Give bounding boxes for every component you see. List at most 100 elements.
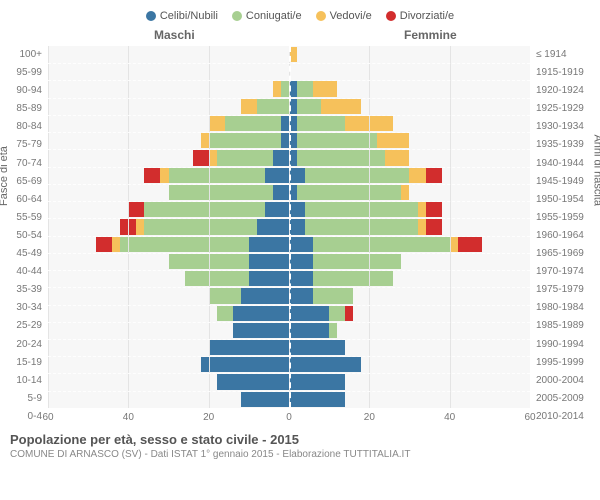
segment-c — [289, 323, 329, 338]
segment-c — [289, 340, 345, 355]
segment-d — [96, 237, 112, 252]
gridline — [450, 46, 451, 408]
segment-c — [209, 340, 289, 355]
gridline — [48, 46, 49, 408]
segment-co — [281, 81, 289, 96]
x-axis: 6040200204060 — [48, 410, 530, 426]
segment-v — [401, 185, 409, 200]
segment-co — [209, 133, 281, 148]
segment-c — [241, 392, 289, 407]
birth-label: 1980-1984 — [536, 299, 592, 317]
segment-v — [112, 237, 120, 252]
bars-male — [48, 116, 289, 131]
segment-co — [169, 168, 265, 183]
segment-co — [313, 237, 450, 252]
birth-label: 1915-1919 — [536, 64, 592, 82]
bars-female — [289, 374, 530, 389]
bars-female — [289, 47, 530, 62]
segment-c — [289, 357, 361, 372]
segment-v — [201, 133, 209, 148]
birth-label: 2005-2009 — [536, 390, 592, 408]
birth-label: 1925-1929 — [536, 100, 592, 118]
bars-female — [289, 288, 530, 303]
segment-co — [305, 219, 417, 234]
segment-c — [233, 323, 289, 338]
segment-co — [209, 288, 241, 303]
bars-male — [48, 288, 289, 303]
segment-d — [458, 237, 482, 252]
chart-title: Popolazione per età, sesso e stato civil… — [10, 432, 596, 447]
segment-v — [418, 202, 426, 217]
bars-female — [289, 202, 530, 217]
segment-c — [281, 133, 289, 148]
bars-male — [48, 357, 289, 372]
bars-female — [289, 99, 530, 114]
legend-item-coniugati: Coniugati/e — [232, 10, 302, 22]
legend-dot-celibi-icon — [146, 11, 156, 21]
segment-c — [265, 202, 289, 217]
chart-subtitle: COMUNE DI ARNASCO (SV) - Dati ISTAT 1° g… — [10, 449, 596, 460]
bars-female — [289, 150, 530, 165]
legend-dot-divorziati-icon — [386, 11, 396, 21]
segment-c — [289, 374, 345, 389]
segment-co — [225, 116, 281, 131]
segment-v — [418, 219, 426, 234]
legend-label: Coniugati/e — [246, 10, 302, 22]
bars-female — [289, 357, 530, 372]
header-maschi: Maschi — [154, 28, 195, 42]
segment-c — [289, 168, 305, 183]
age-label: 25-29 — [8, 317, 42, 335]
bars-male — [48, 392, 289, 407]
birth-label: 1990-1994 — [536, 336, 592, 354]
segment-v — [385, 150, 409, 165]
gridline — [209, 46, 210, 408]
segment-co — [185, 271, 249, 286]
y-axis-birth: ≤ 19141915-19191920-19241925-19291930-19… — [536, 46, 592, 426]
bars-female — [289, 185, 530, 200]
age-label: 30-34 — [8, 299, 42, 317]
birth-label: 1940-1944 — [536, 155, 592, 173]
bars-male — [48, 323, 289, 338]
bars-male — [48, 168, 289, 183]
segment-d — [426, 202, 442, 217]
segment-c — [289, 219, 305, 234]
segment-co — [313, 288, 353, 303]
birth-label: 1950-1954 — [536, 191, 592, 209]
segment-c — [257, 219, 289, 234]
age-label: 10-14 — [8, 372, 42, 390]
age-label: 90-94 — [8, 82, 42, 100]
gender-headers: Maschi Femmine — [4, 28, 596, 44]
segment-v — [321, 99, 361, 114]
segment-d — [128, 202, 144, 217]
segment-v — [241, 99, 257, 114]
bars-male — [48, 374, 289, 389]
segment-co — [313, 271, 393, 286]
segment-c — [233, 306, 289, 321]
segment-c — [241, 288, 289, 303]
segment-v — [313, 81, 337, 96]
x-tick: 40 — [123, 412, 134, 423]
birth-label: 1965-1969 — [536, 245, 592, 263]
segment-d — [193, 150, 209, 165]
segment-co — [297, 116, 345, 131]
birth-label: 1995-1999 — [536, 354, 592, 372]
bars-male — [48, 81, 289, 96]
segment-v — [377, 133, 409, 148]
bars-male — [48, 150, 289, 165]
segment-co — [313, 254, 401, 269]
gridline — [369, 46, 370, 408]
segment-c — [289, 254, 313, 269]
segment-c — [273, 150, 289, 165]
birth-label: 1960-1964 — [536, 227, 592, 245]
bars-female — [289, 133, 530, 148]
segment-d — [426, 219, 442, 234]
age-label: 70-74 — [8, 155, 42, 173]
plot — [48, 46, 530, 408]
segment-c — [249, 271, 289, 286]
segment-co — [329, 306, 345, 321]
segment-c — [289, 202, 305, 217]
legend-dot-coniugati-icon — [232, 11, 242, 21]
birth-label: 2000-2004 — [536, 372, 592, 390]
birth-label: 1930-1934 — [536, 118, 592, 136]
segment-v — [273, 81, 281, 96]
